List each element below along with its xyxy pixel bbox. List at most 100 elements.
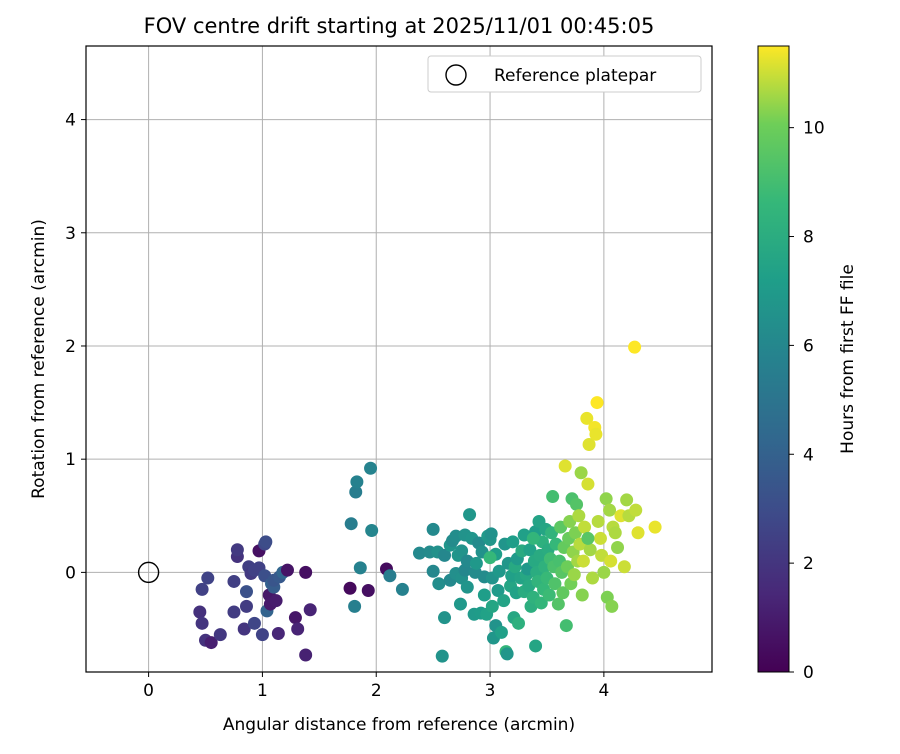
data-point [483, 551, 497, 565]
data-point [506, 535, 520, 549]
data-point [570, 497, 584, 511]
data-point [611, 540, 625, 554]
data-point [348, 599, 362, 613]
x-axis-label: Angular distance from reference (arcmin) [223, 715, 575, 735]
x-tick-label: 1 [257, 681, 268, 701]
colorbar-gradient [757, 45, 790, 673]
data-point [193, 605, 207, 619]
data-point [343, 581, 357, 595]
y-tick-label: 3 [65, 224, 76, 244]
data-point [548, 577, 562, 591]
colorbar-label: Hours from first FF file [838, 264, 858, 454]
data-point [593, 531, 607, 545]
data-point [567, 568, 581, 582]
data-point [255, 628, 269, 642]
data-point [599, 492, 613, 506]
data-point [463, 508, 477, 522]
data-point [412, 546, 426, 560]
data-point [629, 503, 643, 517]
data-point [485, 599, 499, 613]
data-point [204, 636, 218, 650]
data-point [580, 411, 594, 425]
data-point [546, 490, 560, 504]
data-points [193, 340, 662, 663]
data-point [603, 503, 617, 517]
colorbar-tick-label: 2 [803, 554, 814, 574]
data-point [608, 526, 622, 540]
y-tick-label: 1 [65, 450, 76, 470]
data-point [269, 594, 283, 608]
data-point [559, 619, 573, 633]
data-point [453, 597, 467, 611]
x-axis-ticks: 0 1 2 3 4 [143, 672, 609, 701]
chart-title: FOV centre drift starting at 2025/11/01 … [144, 14, 655, 38]
y-axis-ticks: 0 1 2 3 4 [65, 111, 86, 583]
data-point [620, 493, 634, 507]
data-point [591, 514, 605, 528]
data-point [395, 582, 409, 596]
grid-lines [86, 46, 712, 672]
data-point [271, 627, 285, 641]
data-point [523, 543, 537, 557]
data-point [353, 561, 367, 575]
data-point [227, 605, 241, 619]
x-tick-label: 2 [371, 681, 382, 701]
data-point [349, 485, 363, 499]
data-point [582, 437, 596, 451]
data-point [460, 580, 474, 594]
data-point [500, 647, 514, 661]
data-point [230, 543, 244, 557]
data-point [556, 586, 570, 600]
data-point [585, 571, 599, 585]
data-point [426, 564, 440, 578]
colorbar: 0 2 4 6 8 10 Hours from first FF file [757, 45, 858, 683]
x-tick-label: 4 [598, 681, 609, 701]
y-tick-label: 0 [65, 563, 76, 583]
data-point [551, 597, 565, 611]
data-point [455, 544, 469, 558]
data-point [617, 560, 631, 574]
legend: Reference platepar [427, 55, 702, 93]
data-point [299, 565, 313, 579]
data-point [542, 588, 556, 602]
colorbar-tick-label: 10 [803, 119, 825, 139]
data-point [578, 520, 592, 534]
data-point [239, 585, 253, 599]
x-tick-label: 3 [485, 681, 496, 701]
reference-marker-group [137, 561, 160, 584]
data-point [574, 466, 588, 480]
data-point [237, 622, 251, 636]
y-tick-label: 4 [65, 111, 76, 131]
data-point [497, 594, 511, 608]
data-point [432, 577, 446, 591]
data-point [280, 563, 294, 577]
data-point [350, 475, 364, 489]
data-point [484, 527, 498, 541]
data-point [648, 520, 662, 534]
plot-frame [85, 45, 713, 673]
data-point [590, 396, 604, 410]
data-point [576, 554, 590, 568]
data-point [383, 569, 397, 583]
colorbar-tick-label: 0 [803, 663, 814, 683]
legend-marker-circle [445, 64, 467, 86]
colorbar-tick-label: 8 [803, 228, 814, 248]
colorbar-tick-label: 6 [803, 336, 814, 356]
data-point [604, 554, 618, 568]
data-point [492, 564, 506, 578]
data-point [631, 526, 645, 540]
data-point [227, 574, 241, 588]
data-point [534, 596, 548, 610]
data-point [239, 599, 253, 613]
data-point [605, 599, 619, 613]
data-point [299, 648, 313, 662]
legend-entry-label: Reference platepar [494, 66, 656, 86]
data-point [572, 509, 586, 523]
data-point [526, 531, 540, 545]
y-tick-label: 2 [65, 337, 76, 357]
data-point [201, 571, 215, 585]
data-point [575, 588, 589, 602]
data-point [529, 639, 543, 653]
